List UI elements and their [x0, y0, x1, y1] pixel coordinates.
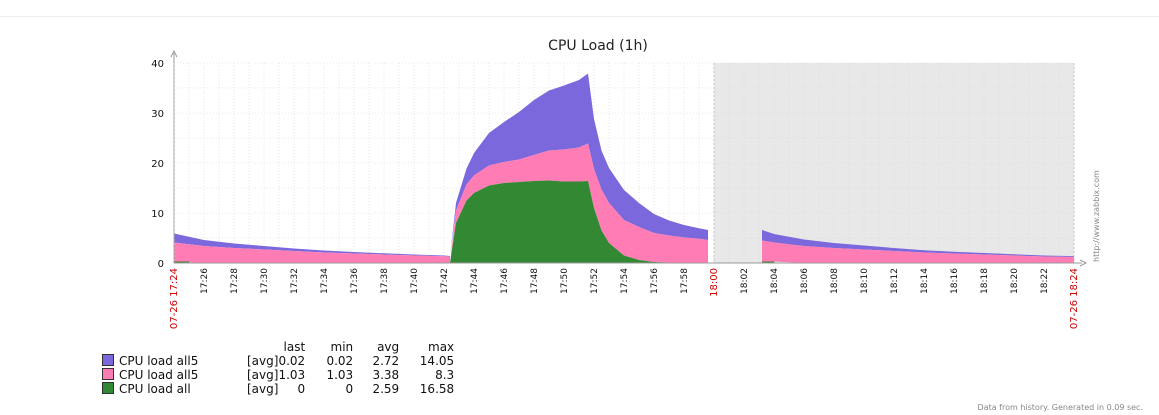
x-tick-label: 17:46	[500, 268, 510, 294]
legend-avg: 3.38	[372, 368, 400, 382]
x-tick-label: 17:36	[350, 268, 360, 294]
x-tick-label: 18:06	[800, 268, 810, 294]
legend-max: 14.05	[419, 354, 455, 368]
series-area	[450, 143, 708, 263]
x-tick-label: 07-26 18:24	[1069, 268, 1080, 329]
x-tick-label: 17:48	[530, 268, 540, 294]
y-tick-label: 40	[151, 59, 164, 70]
series-area	[762, 240, 1074, 263]
legend: last min avg max CPU load all5 [avg] 0.02…	[102, 340, 454, 396]
series-area	[450, 180, 708, 263]
legend-min: 0.02	[326, 354, 354, 368]
legend-max: 8.3	[435, 368, 455, 382]
x-tick-label: 18:00	[709, 268, 720, 297]
legend-swatch	[102, 368, 114, 380]
top-divider	[0, 16, 1159, 17]
chart-title: CPU Load (1h)	[548, 38, 648, 54]
series-area	[762, 230, 1074, 257]
legend-series-name: CPU load all5	[119, 354, 199, 368]
x-tick-label: 17:38	[380, 268, 390, 294]
x-tick-label: 17:30	[260, 268, 270, 294]
legend-min: 0	[345, 382, 354, 396]
legend-agg: [avg]	[247, 354, 279, 368]
legend-last: 1.03	[278, 368, 306, 382]
legend-swatch	[102, 382, 114, 394]
x-tick-label: 18:18	[980, 268, 990, 294]
y-tick-label: 30	[151, 109, 164, 120]
x-tick-label: 07-26 17:24	[169, 268, 180, 329]
legend-last: 0	[297, 382, 306, 396]
x-tick-label: 17:28	[230, 268, 240, 294]
series-area	[174, 233, 450, 257]
y-tick-label: 20	[151, 159, 164, 170]
x-tick-label: 17:32	[290, 268, 300, 294]
x-tick-label: 17:26	[200, 268, 210, 294]
x-tick-label: 17:42	[440, 268, 450, 294]
x-tick-label: 18:04	[770, 268, 780, 294]
legend-min: 1.03	[326, 368, 354, 382]
legend-header-row: last min avg max	[102, 340, 455, 354]
legend-agg: [avg]	[247, 368, 279, 382]
x-tick-label: 17:52	[590, 268, 600, 294]
y-axis-arrow	[170, 49, 178, 58]
x-tick-label: 18:14	[920, 268, 930, 294]
x-tick-label: 18:02	[740, 268, 750, 294]
legend-series-name: CPU load all	[119, 382, 191, 396]
legend-swatch	[102, 354, 114, 366]
legend-last: 0.02	[278, 354, 306, 368]
x-tick-label: 17:34	[320, 268, 330, 294]
legend-row: CPU load all [avg] 0 0 2.59 16.58	[102, 382, 454, 396]
series-area	[174, 242, 450, 263]
legend-series-name: CPU load all5	[119, 368, 199, 382]
x-tick-label: 17:56	[650, 268, 660, 294]
x-tick-label: 18:22	[1040, 268, 1050, 294]
y-tick-label: 10	[151, 209, 164, 220]
legend-row: CPU load all5 [avg] 0.02 0.02 2.72 14.05	[102, 354, 454, 368]
x-tick-label: 18:08	[830, 268, 840, 294]
x-tick-label: 18:10	[860, 268, 870, 294]
x-tick-label: 17:54	[620, 268, 630, 294]
x-axis-arrow	[1079, 259, 1088, 267]
legend-agg: [avg]	[247, 382, 279, 396]
series-area	[450, 73, 708, 257]
y-tick-label: 0	[158, 259, 164, 270]
x-tick-label: 17:50	[560, 268, 570, 294]
legend-avg: 2.59	[372, 382, 400, 396]
legend-header-last: last	[283, 340, 306, 354]
x-tick-label: 17:40	[410, 268, 420, 294]
legend-row: CPU load all5 [avg] 1.03 1.03 3.38 8.3	[102, 368, 454, 382]
legend-header-min: min	[330, 340, 354, 354]
x-tick-label: 17:58	[680, 268, 690, 294]
legend-max: 16.58	[419, 382, 455, 396]
footer-note: Data from history. Generated in 0.09 sec…	[977, 403, 1143, 412]
legend-avg: 2.72	[372, 354, 400, 368]
x-tick-label: 18:16	[950, 268, 960, 294]
legend-header-max: max	[428, 340, 455, 354]
legend-header-avg: avg	[377, 340, 400, 354]
x-tick-label: 18:12	[890, 268, 900, 294]
x-tick-label: 17:44	[470, 268, 480, 294]
x-tick-label: 18:20	[1010, 268, 1020, 294]
zabbix-url-watermark: http://www.zabbix.com	[1092, 170, 1101, 262]
